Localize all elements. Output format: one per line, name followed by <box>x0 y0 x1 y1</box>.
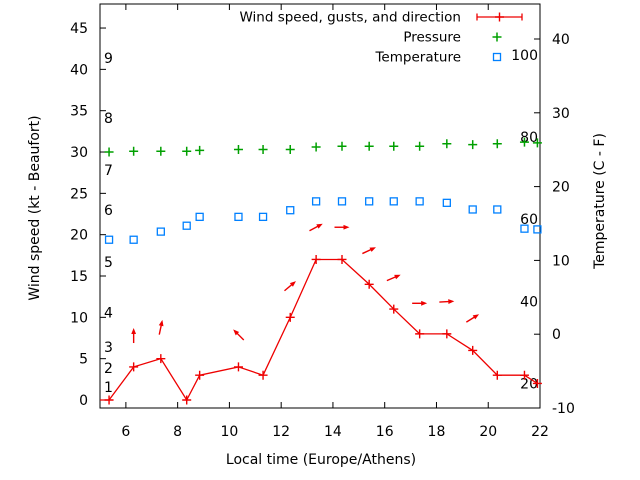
svg-text:14: 14 <box>324 424 342 440</box>
svg-text:40: 40 <box>520 295 538 311</box>
svg-text:15: 15 <box>70 269 88 285</box>
svg-text:18: 18 <box>428 424 446 440</box>
svg-text:0: 0 <box>552 327 561 343</box>
svg-text:12: 12 <box>272 424 290 440</box>
svg-text:40: 40 <box>70 62 88 78</box>
chart-generated-graphics: 6 8 10 12 14 16 18 20 22051015202530354045-10010… <box>70 3 575 440</box>
svg-text:8: 8 <box>173 424 182 440</box>
svg-text:35: 35 <box>70 104 88 120</box>
y-axis-title: Wind speed (kt - Beaufort) <box>27 115 43 301</box>
svg-text:8: 8 <box>104 111 113 127</box>
y2-axis-title: Temperature (C - F) <box>592 133 608 269</box>
svg-text:100: 100 <box>511 48 538 64</box>
svg-text:80: 80 <box>520 130 538 146</box>
svg-text:5: 5 <box>104 255 113 271</box>
legend-label-wind: Wind speed, gusts, and direction <box>239 10 461 26</box>
svg-text:7: 7 <box>104 163 113 179</box>
svg-text:9: 9 <box>104 51 113 67</box>
svg-text:20: 20 <box>70 228 88 244</box>
svg-text:5: 5 <box>79 352 88 368</box>
svg-text:3: 3 <box>104 340 113 356</box>
legend-label-temperature: Temperature <box>374 50 461 66</box>
svg-text:6: 6 <box>104 203 113 219</box>
svg-text:25: 25 <box>70 186 88 202</box>
svg-text:10: 10 <box>552 253 570 269</box>
svg-text:60: 60 <box>520 212 538 228</box>
svg-text:20: 20 <box>520 377 538 393</box>
svg-text:30: 30 <box>70 145 88 161</box>
x-axis-title: Local time (Europe/Athens) <box>225 452 417 468</box>
svg-text:-10: -10 <box>552 401 575 417</box>
svg-text:1: 1 <box>104 380 113 396</box>
svg-text:16: 16 <box>376 424 394 440</box>
svg-text:6: 6 <box>121 424 130 440</box>
svg-text:4: 4 <box>104 305 113 321</box>
svg-text:22: 22 <box>531 424 549 440</box>
svg-text:30: 30 <box>552 106 570 122</box>
svg-text:10: 10 <box>70 310 88 326</box>
svg-text:20: 20 <box>479 424 497 440</box>
svg-text:10: 10 <box>220 424 238 440</box>
svg-text:40: 40 <box>552 32 570 48</box>
legend-label-pressure: Pressure <box>403 30 461 46</box>
svg-text:45: 45 <box>70 21 88 37</box>
svg-text:0: 0 <box>79 393 88 409</box>
svg-text:2: 2 <box>104 361 113 377</box>
svg-text:20: 20 <box>552 180 570 196</box>
